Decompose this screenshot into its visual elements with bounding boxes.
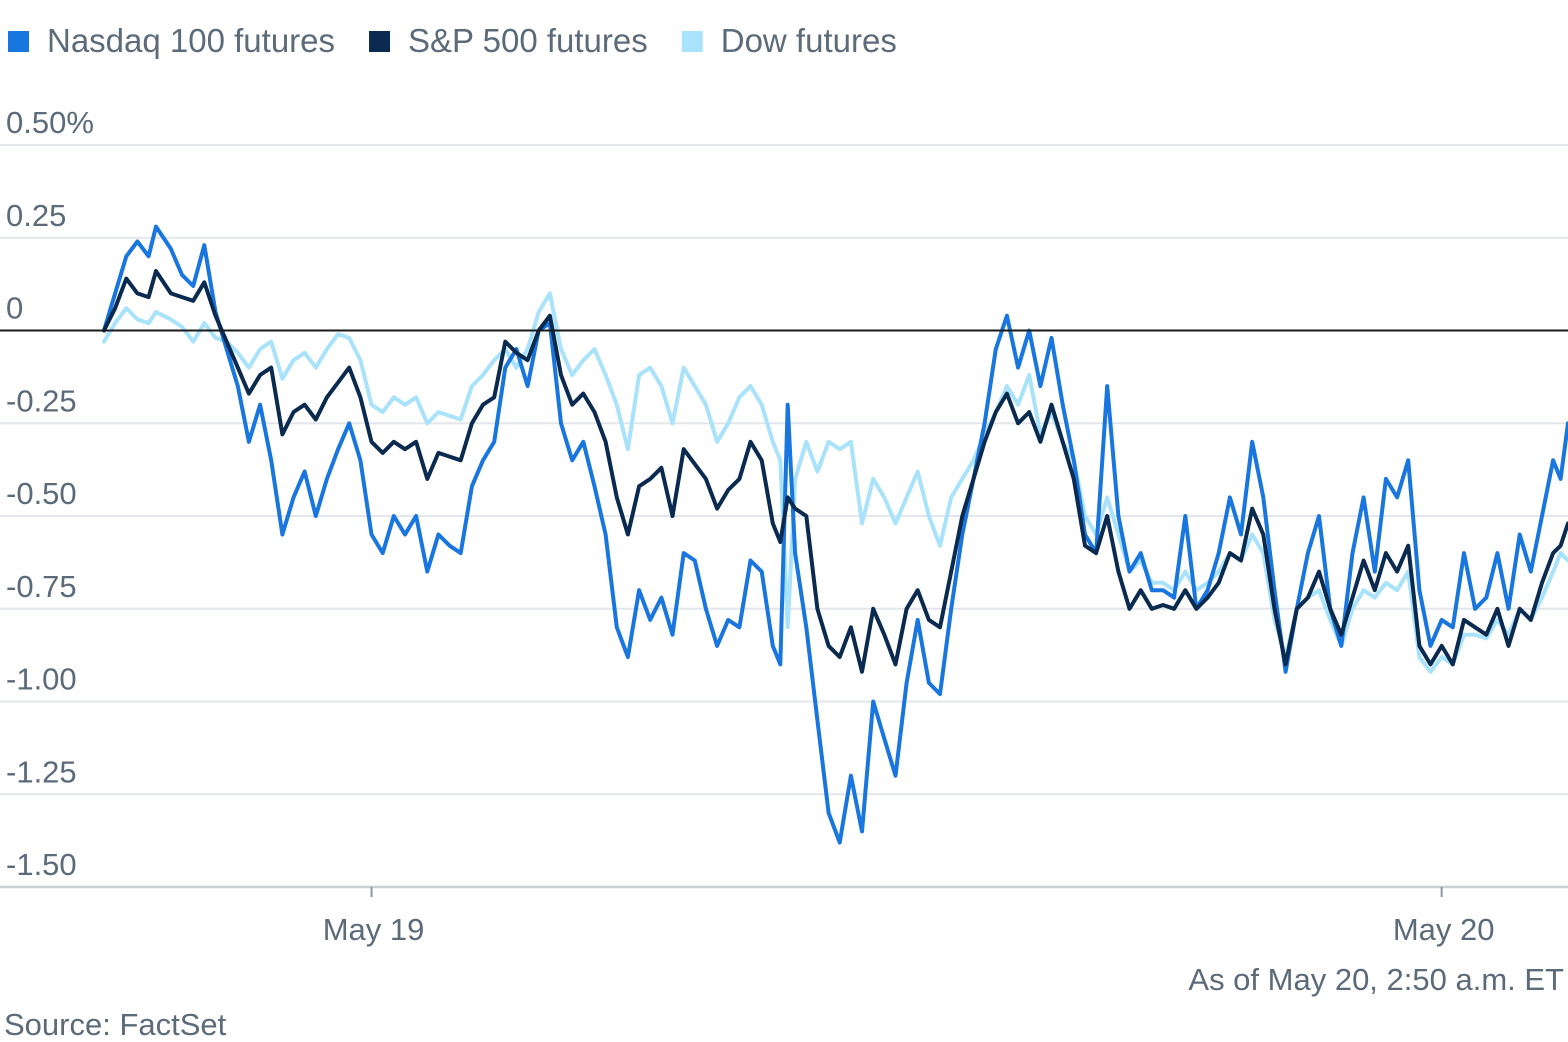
y-tick-label: 0.25	[6, 198, 66, 233]
y-tick-label: -1.50	[6, 847, 77, 882]
legend-label-nasdaq-100-futures: Nasdaq 100 futures	[47, 22, 335, 59]
y-tick-label: 0.50%	[6, 105, 94, 140]
series-line-dow-futures	[102, 291, 1568, 674]
legend: Nasdaq 100 futures S&P 500 futures Dow fut…	[8, 22, 897, 59]
y-tick-label: -0.50	[6, 476, 77, 511]
x-tick-label: May 19	[323, 912, 425, 947]
legend-swatch-nasdaq-100-futures	[8, 31, 29, 52]
gridlines	[0, 144, 1568, 889]
legend-label-sp-500-futures: S&P 500 futures	[408, 22, 648, 59]
as-of-note: As of May 20, 2:50 a.m. ET	[1188, 962, 1564, 997]
y-tick-label: -1.00	[6, 662, 77, 697]
x-tick-label: May 20	[1393, 912, 1495, 947]
legend-label-dow-futures: Dow futures	[721, 22, 897, 59]
legend-swatch-sp-500-futures	[369, 31, 391, 52]
y-tick-label: -0.75	[6, 569, 77, 604]
source-note: Source: FactSet	[4, 1007, 227, 1042]
y-tick-label: 0	[6, 291, 23, 326]
y-tick-label: -1.25	[6, 754, 77, 789]
y-axis-tick-labels: 0.50% 0.25 0 -0.25 -0.50 -0.75 -1.00 -1.25 -1.50	[6, 105, 94, 882]
x-axis: May 19 May 20	[323, 887, 1495, 947]
series-line-sp-500-futures	[102, 269, 1568, 674]
series-lines	[102, 224, 1568, 845]
y-tick-label: -0.25	[6, 383, 77, 418]
legend-swatch-dow-futures	[681, 31, 703, 52]
series-line-nasdaq-100-futures	[102, 224, 1568, 845]
